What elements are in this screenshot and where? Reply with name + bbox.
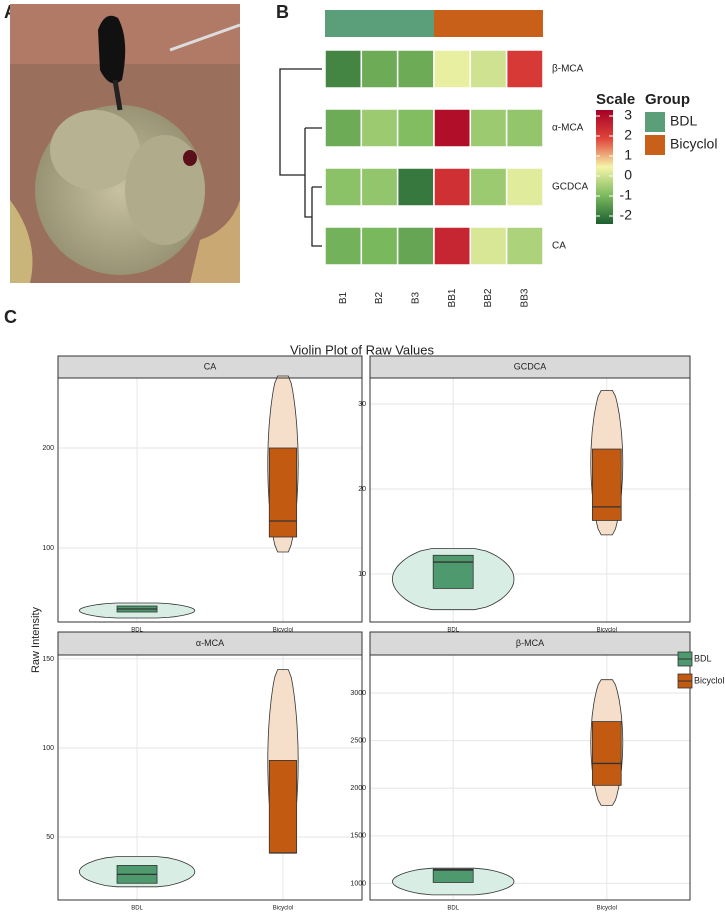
column-label: B3 bbox=[410, 291, 421, 304]
colorbar-label: 0 bbox=[624, 167, 632, 183]
x-tick-label: Bicyclol bbox=[597, 628, 617, 634]
x-tick-label: Bicyclol bbox=[273, 628, 293, 634]
y-tick-label: 30 bbox=[358, 401, 366, 408]
heat-cell bbox=[396, 226, 435, 266]
x-tick-label: BDL bbox=[447, 628, 459, 634]
group-bar bbox=[325, 10, 434, 37]
row-label: α-MCA bbox=[552, 123, 584, 134]
chart-title: Violin Plot of Raw Values bbox=[290, 342, 435, 357]
column-label: BB2 bbox=[483, 288, 494, 307]
panel-border bbox=[57, 377, 363, 623]
box bbox=[592, 448, 622, 521]
panel-border bbox=[369, 377, 691, 623]
strip-label: GCDCA bbox=[514, 361, 547, 371]
colorbar-label: -1 bbox=[620, 187, 633, 203]
box bbox=[432, 868, 474, 883]
legend-label: BDL bbox=[670, 113, 697, 129]
x-tick-label: BDL bbox=[131, 906, 143, 912]
column-label: B1 bbox=[338, 291, 349, 304]
x-tick-label: BDL bbox=[131, 628, 143, 634]
y-tick-label: 3000 bbox=[350, 690, 366, 697]
panel-label: C bbox=[4, 307, 17, 327]
y-tick-label: 100 bbox=[42, 545, 54, 552]
panel bbox=[58, 378, 362, 622]
heat-cell bbox=[505, 49, 544, 89]
heat-cell bbox=[469, 49, 508, 89]
y-tick-label: 100 bbox=[42, 745, 54, 752]
group-bar bbox=[433, 10, 543, 37]
strip-label: β-MCA bbox=[516, 638, 544, 648]
panel-label: B bbox=[276, 2, 289, 22]
heat-cell bbox=[505, 167, 544, 207]
panel-border bbox=[57, 654, 363, 901]
heat-cell bbox=[433, 167, 472, 207]
heat-cell bbox=[360, 108, 399, 148]
box bbox=[592, 721, 622, 786]
colorbar-label: 3 bbox=[624, 107, 632, 123]
y-axis-label: Raw Intensity bbox=[30, 606, 42, 673]
heat-cell bbox=[396, 49, 435, 89]
strip-label: α-MCA bbox=[196, 638, 224, 648]
x-tick-label: Bicyclol bbox=[273, 906, 293, 912]
heat-cell bbox=[469, 167, 508, 207]
box bbox=[432, 554, 474, 589]
panel bbox=[370, 655, 690, 900]
y-tick-label: 150 bbox=[42, 656, 54, 663]
heat-cell bbox=[433, 108, 472, 148]
colorbar-label: -2 bbox=[620, 207, 633, 223]
y-tick-label: 1500 bbox=[350, 833, 366, 840]
y-tick-label: 20 bbox=[358, 486, 366, 493]
heat-cell bbox=[360, 226, 399, 266]
y-tick-label: 200 bbox=[42, 445, 54, 452]
heat-cell bbox=[324, 49, 363, 89]
legend-swatch bbox=[645, 135, 665, 155]
heat-cell bbox=[433, 226, 472, 266]
heat-cell bbox=[324, 108, 363, 148]
colorbar-label: 1 bbox=[624, 147, 632, 163]
heat-cell bbox=[324, 167, 363, 207]
scale-title: Scale bbox=[596, 91, 635, 108]
group-title: Group bbox=[645, 91, 690, 108]
row-label: β-MCA bbox=[552, 64, 584, 75]
heat-cell bbox=[360, 167, 399, 207]
heat-cell bbox=[396, 167, 435, 207]
y-tick-label: 10 bbox=[358, 571, 366, 578]
box bbox=[268, 447, 298, 538]
heat-cell bbox=[505, 226, 544, 266]
row-label: CA bbox=[552, 241, 566, 252]
heat-cell bbox=[469, 108, 508, 148]
y-tick-label: 50 bbox=[46, 834, 54, 841]
x-tick-label: Bicyclol bbox=[597, 906, 617, 912]
photo bbox=[10, 4, 241, 283]
x-tick-label: BDL bbox=[447, 906, 459, 912]
legend-label: Bicyclol bbox=[670, 136, 717, 152]
panel-border bbox=[369, 654, 691, 901]
column-label: BB3 bbox=[519, 288, 530, 307]
heat-cell bbox=[505, 108, 544, 148]
heat-cell bbox=[396, 108, 435, 148]
y-tick-label: 1000 bbox=[350, 880, 366, 887]
legend-label: Bicyclol bbox=[694, 675, 725, 685]
heat-cell bbox=[324, 226, 363, 266]
legend-swatch bbox=[645, 112, 665, 132]
colorbar-label: 2 bbox=[624, 127, 632, 143]
row-label: GCDCA bbox=[552, 182, 588, 193]
heat-cell bbox=[360, 49, 399, 89]
heat-cell bbox=[433, 49, 472, 89]
dendrogram bbox=[279, 68, 322, 247]
strip-label: CA bbox=[204, 361, 217, 371]
legend-label: BDL bbox=[694, 653, 712, 663]
box bbox=[268, 760, 298, 854]
heat-cell bbox=[469, 226, 508, 266]
y-tick-label: 2000 bbox=[350, 785, 366, 792]
column-label: B2 bbox=[374, 291, 385, 304]
colorbar bbox=[596, 110, 613, 224]
column-label: BB1 bbox=[447, 288, 458, 307]
y-tick-label: 2500 bbox=[350, 737, 366, 744]
